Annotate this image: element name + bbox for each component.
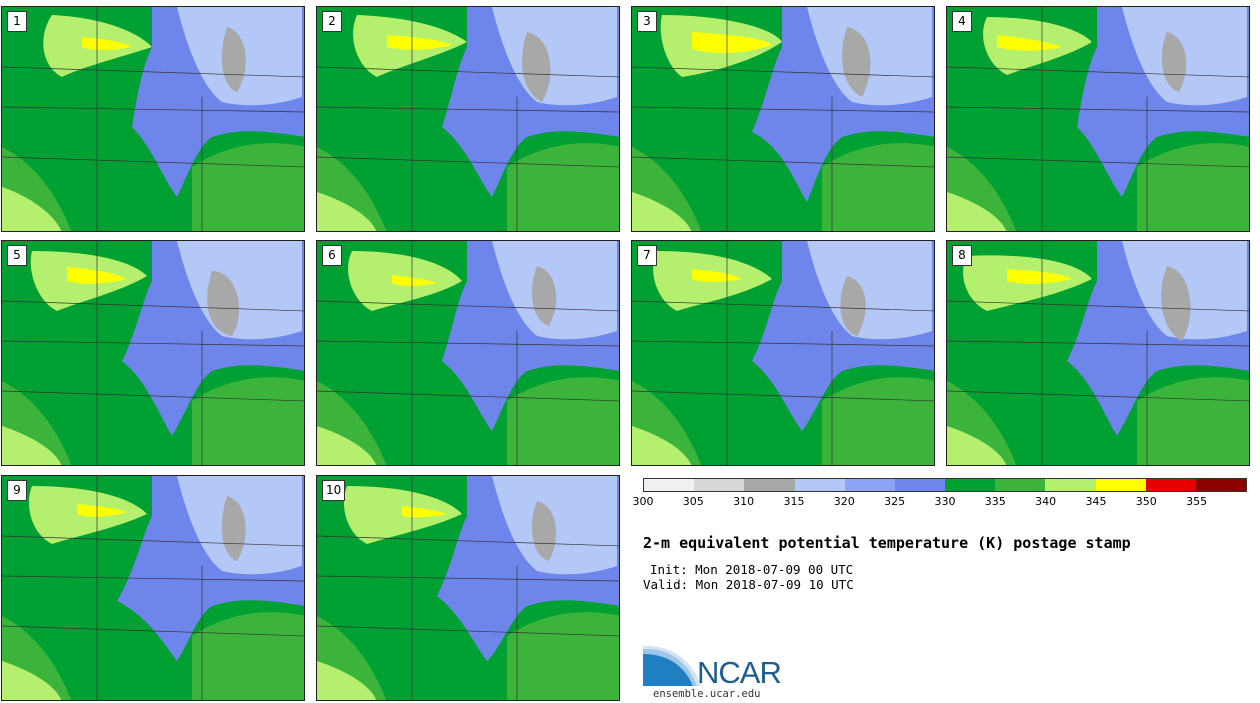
tick-label: 315 xyxy=(783,495,805,508)
member-panel-10[interactable]: 10 xyxy=(316,475,620,701)
tick-label: 335 xyxy=(984,495,1006,508)
ncar-logo-icon[interactable] xyxy=(643,646,793,691)
member-panel-1[interactable]: 1 xyxy=(1,6,305,232)
theta-e-map xyxy=(947,7,1249,231)
init-time: Init: Mon 2018-07-09 00 UTC xyxy=(650,562,854,577)
theta-e-map xyxy=(632,241,934,465)
colorbar-bin-345 xyxy=(1095,479,1146,491)
tick-label: 350 xyxy=(1135,495,1157,508)
colorbar xyxy=(643,478,1247,492)
member-number: 7 xyxy=(637,245,657,266)
member-panel-6[interactable]: 6 xyxy=(316,240,620,466)
logo-wordmark: NCAR xyxy=(697,655,782,690)
member-panel-9[interactable]: 9 xyxy=(1,475,305,701)
tick-label: 330 xyxy=(934,495,956,508)
theta-e-map xyxy=(632,7,934,231)
tick-label: 305 xyxy=(682,495,704,508)
colorbar-bin-310 xyxy=(744,479,795,491)
member-panel-2[interactable]: 2 xyxy=(316,6,620,232)
colorbar-bin-340 xyxy=(1045,479,1096,491)
member-number: 10 xyxy=(322,480,346,501)
logo-url[interactable]: ensemble.ucar.edu xyxy=(653,688,761,700)
theta-e-map xyxy=(317,241,619,465)
tick-label: 345 xyxy=(1085,495,1107,508)
tick-label: 340 xyxy=(1035,495,1057,508)
member-number: 9 xyxy=(7,480,27,501)
colorbar-bin-305 xyxy=(694,479,745,491)
colorbar-bin-315 xyxy=(794,479,845,491)
member-panel-5[interactable]: 5 xyxy=(1,240,305,466)
colorbar-ticks: 300 305 310 315 320 325 330 335 340 345 … xyxy=(633,492,1253,508)
member-panel-7[interactable]: 7 xyxy=(631,240,935,466)
member-panel-8[interactable]: 8 xyxy=(946,240,1250,466)
color-legend: 300 305 310 315 320 325 330 335 340 345 … xyxy=(633,478,1253,508)
member-number: 4 xyxy=(952,11,972,32)
member-number: 2 xyxy=(322,11,342,32)
theta-e-map xyxy=(947,241,1249,465)
tick-label: 300 xyxy=(632,495,654,508)
member-panel-3[interactable]: 3 xyxy=(631,6,935,232)
member-panel-4[interactable]: 4 xyxy=(946,6,1250,232)
member-number: 6 xyxy=(322,245,342,266)
colorbar-bin-325 xyxy=(894,479,946,491)
theta-e-map xyxy=(2,7,304,231)
member-number: 3 xyxy=(637,11,657,32)
figure-title: 2-m equivalent potential temperature (K)… xyxy=(643,534,1131,552)
colorbar-bin-300 xyxy=(644,479,695,491)
theta-e-map xyxy=(2,476,304,700)
tick-label: 310 xyxy=(733,495,755,508)
tick-label: 320 xyxy=(833,495,855,508)
colorbar-bin-330 xyxy=(945,479,996,491)
theta-e-map xyxy=(317,476,619,700)
member-number: 1 xyxy=(7,11,27,32)
colorbar-bin-320 xyxy=(844,479,895,491)
valid-time: Valid: Mon 2018-07-09 10 UTC xyxy=(643,577,854,592)
theta-e-map xyxy=(317,7,619,231)
tick-label: 355 xyxy=(1186,495,1208,508)
theta-e-map xyxy=(2,241,304,465)
colorbar-bin-350 xyxy=(1145,479,1196,491)
member-number: 5 xyxy=(7,245,27,266)
colorbar-bin-335 xyxy=(995,479,1046,491)
tick-label: 325 xyxy=(884,495,906,508)
colorbar-bin-355 xyxy=(1195,479,1247,491)
member-number: 8 xyxy=(952,245,972,266)
